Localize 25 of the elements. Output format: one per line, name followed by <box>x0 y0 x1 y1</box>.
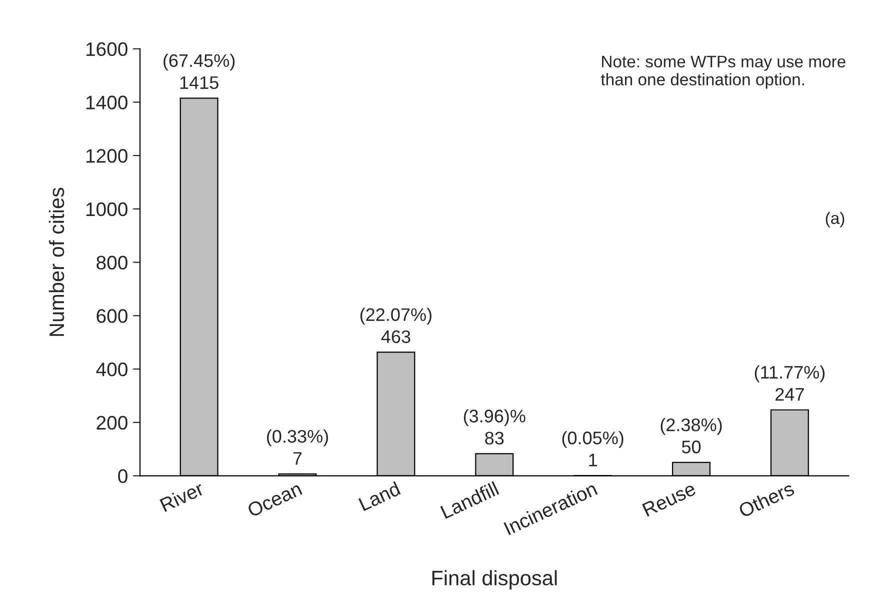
y-tick-label: 0 <box>118 469 128 484</box>
x-tick-label: Land <box>358 481 401 512</box>
y-tick-label: 400 <box>96 362 128 376</box>
y-tick-label: 800 <box>96 256 128 270</box>
y-tick-label: 1000 <box>86 202 128 216</box>
annotation: Note: some WTPs may use more than one destination option. <box>600 56 846 89</box>
data-label: (67.45%) 1415 <box>164 54 235 90</box>
annotation: (a) <box>826 212 844 228</box>
y-axis-title: Number of cities <box>48 188 64 336</box>
y-tick-label: 1600 <box>86 42 128 56</box>
y-tick-label: 200 <box>96 416 128 430</box>
x-tick-label: River <box>159 480 205 512</box>
x-axis-title: Final disposal <box>432 570 557 590</box>
y-tick-label: 1200 <box>86 149 128 163</box>
data-label: (3.96)% 83 <box>464 409 526 445</box>
x-tick-label: Others <box>738 480 796 518</box>
x-tick-label: Ocean <box>246 482 302 518</box>
data-label: (0.05%) 1 <box>562 431 624 466</box>
x-tick-label: Reuse <box>642 482 697 517</box>
data-label: (22.07%) 463 <box>360 308 432 344</box>
y-tick-label: 1400 <box>86 96 128 110</box>
data-label: (0.33%) 7 <box>267 429 328 465</box>
data-label: (2.38%) 50 <box>660 418 722 454</box>
y-tick-label: 600 <box>96 309 128 323</box>
data-label: (11.77%) 247 <box>754 365 825 401</box>
